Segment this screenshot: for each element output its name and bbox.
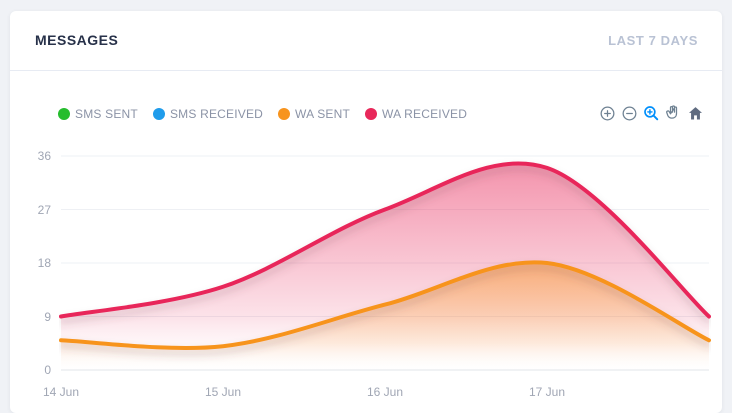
home-button[interactable] (684, 102, 706, 124)
pan-hand-icon (666, 105, 678, 119)
area-chart[interactable] (10, 140, 722, 413)
chart-legend: SMS SENT SMS RECEIVED WA SENT WA RECEIVE… (58, 107, 467, 121)
y-axis-label: 36 (37, 149, 51, 163)
zoom-out-button[interactable] (618, 102, 640, 124)
legend-label: SMS SENT (75, 107, 138, 121)
x-axis-label: 16 Jun (366, 385, 404, 399)
selection-zoom-button[interactable] (640, 102, 662, 124)
y-axis-label: 18 (37, 256, 51, 270)
selection-zoom-icon (643, 105, 658, 120)
x-axis-label: 17 Jun (528, 385, 566, 399)
legend-item-wa-sent[interactable]: WA SENT (278, 107, 350, 121)
legend-item-wa-received[interactable]: WA RECEIVED (365, 107, 467, 121)
pan-button[interactable] (662, 102, 684, 124)
chart-plot-area[interactable] (10, 140, 722, 413)
home-icon (688, 106, 702, 119)
zoom-out-icon (622, 106, 636, 120)
period-label: LAST 7 DAYS (608, 33, 698, 48)
legend-label: SMS RECEIVED (169, 107, 264, 121)
zoom-in-button[interactable] (596, 102, 618, 124)
legend-label: WA SENT (295, 107, 351, 121)
x-axis-label: 15 Jun (204, 385, 242, 399)
wa-received-dot-icon (365, 108, 378, 120)
messages-card: MESSAGES LAST 7 DAYS SMS SENT SMS RECEIV… (10, 11, 722, 413)
y-axis-label: 0 (44, 363, 51, 377)
sms-sent-dot-icon (58, 108, 70, 120)
legend-item-sms-sent[interactable]: SMS SENT (58, 107, 138, 121)
zoom-in-icon (600, 106, 614, 120)
sms-received-dot-icon (152, 108, 165, 120)
y-axis-label: 27 (37, 202, 51, 217)
wa-sent-dot-icon (278, 108, 291, 120)
header-divider (10, 70, 722, 71)
card-title: MESSAGES (35, 32, 119, 48)
chart-toolbar (596, 102, 706, 124)
x-axis-label: 14 Jun (42, 385, 80, 399)
legend-item-sms-received[interactable]: SMS RECEIVED (152, 107, 264, 121)
y-axis-label: 9 (44, 309, 51, 324)
legend-label: WA RECEIVED (382, 107, 468, 121)
